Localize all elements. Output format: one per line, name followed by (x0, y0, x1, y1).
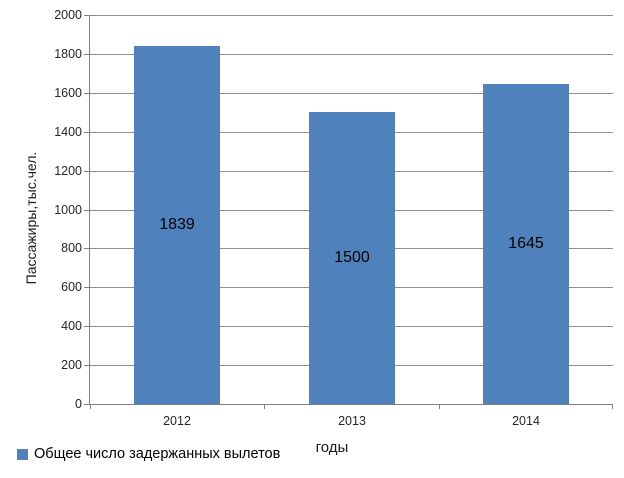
y-tick-mark (84, 54, 90, 55)
gridline (90, 93, 613, 94)
y-tick-mark (84, 210, 90, 211)
y-axis-title: Пассажиры,тыс.чел. (23, 151, 39, 285)
plot-area: 0 200 400 600 800 1000 1200 1400 1600 1800 2000 183… (54, 8, 613, 428)
legend-label: Общее число задержанных вылетов (34, 446, 281, 462)
x-axis-title: годы (315, 439, 349, 456)
y-tick-label: 1000 (54, 203, 82, 217)
x-category-label: 2013 (338, 414, 366, 428)
legend-swatch-icon (17, 448, 28, 460)
y-tick-label: 2000 (54, 8, 82, 22)
bar-value-label: 1839 (159, 216, 195, 233)
y-tick-label: 400 (61, 319, 82, 333)
x-category-label: 2014 (512, 414, 540, 428)
y-tick-mark (84, 248, 90, 249)
x-tick-mark (264, 404, 265, 409)
y-tick-mark (84, 326, 90, 327)
y-tick-label: 1200 (54, 164, 82, 178)
x-tick-mark (612, 404, 613, 409)
bar-2014 (483, 84, 569, 404)
y-tick-mark (84, 15, 90, 16)
y-tick-label: 600 (61, 280, 82, 294)
x-tick-mark (439, 404, 440, 409)
y-tick-label: 1800 (54, 47, 82, 61)
y-tick-label: 800 (61, 241, 82, 255)
gridline (90, 15, 613, 16)
x-tick-mark (90, 404, 91, 409)
bar-2012 (134, 46, 220, 404)
y-tick-label: 1600 (54, 86, 82, 100)
legend: Общее число задержанных вылетов (17, 444, 280, 464)
y-tick-mark (84, 404, 90, 405)
bar-value-label: 1500 (334, 249, 370, 266)
y-tick-mark (84, 93, 90, 94)
gridline (90, 54, 613, 55)
x-category-label: 2012 (163, 414, 191, 428)
bar-value-label: 1645 (508, 235, 544, 252)
y-tick-label: 1400 (54, 125, 82, 139)
y-tick-label: 0 (75, 397, 82, 411)
y-tick-mark (84, 287, 90, 288)
y-tick-mark (84, 171, 90, 172)
y-tick-mark (84, 365, 90, 366)
bar-2013 (309, 112, 395, 404)
y-tick-mark (84, 132, 90, 133)
y-tick-label: 200 (61, 358, 82, 372)
